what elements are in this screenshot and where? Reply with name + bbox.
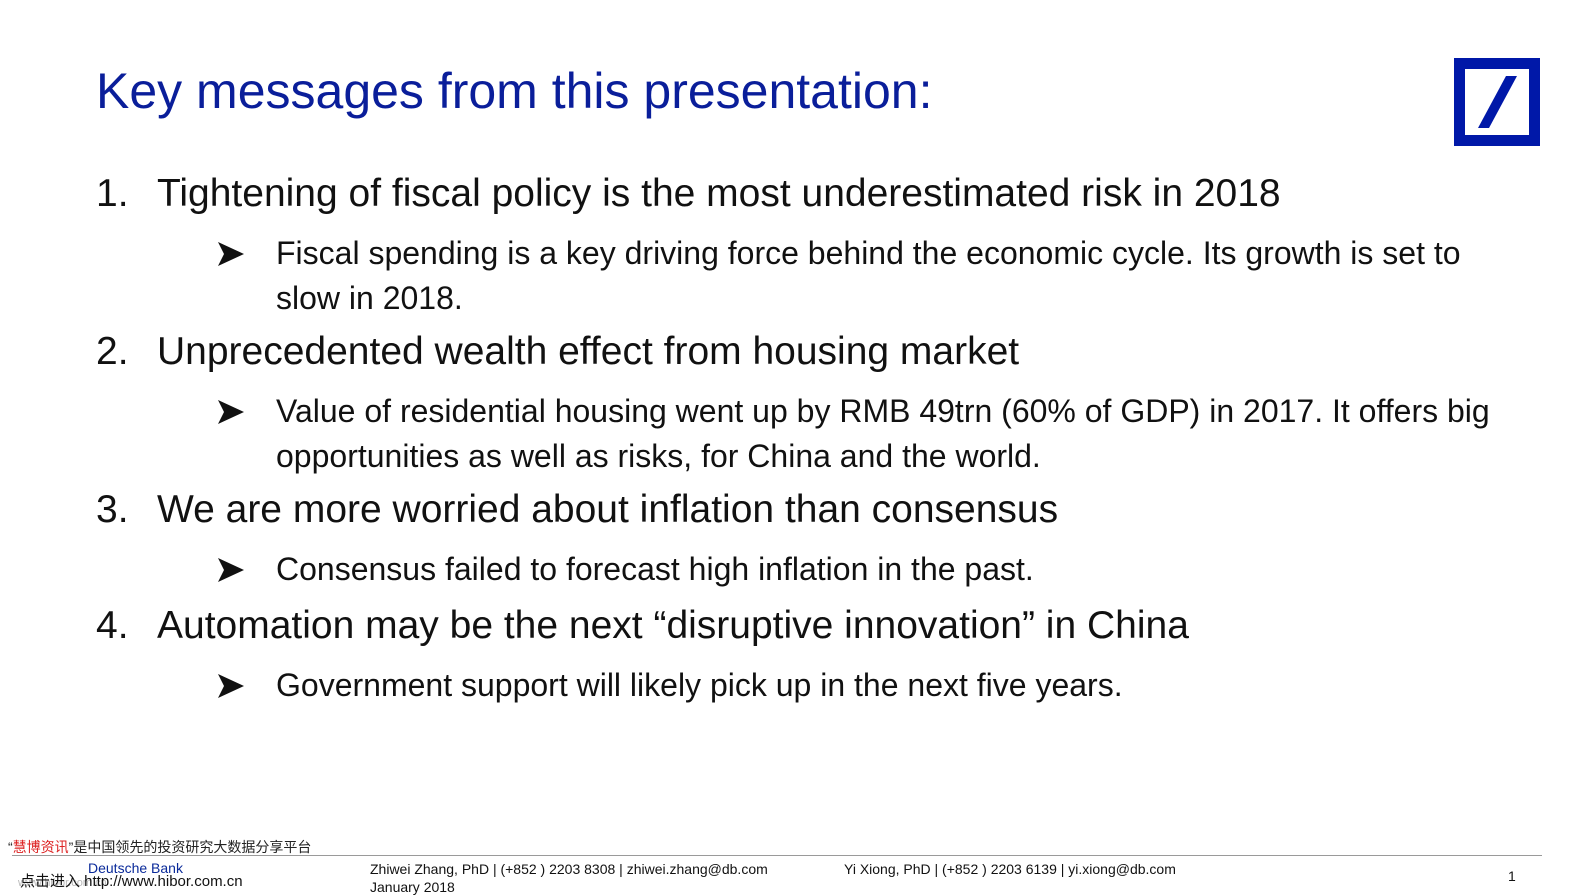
sub-point-text: Value of residential housing went up by … (276, 393, 1490, 474)
watermark-rest: ”是中国领先的投资研究大数据分享平台 (68, 839, 312, 855)
watermark-tagline: “慧博资讯”是中国领先的投资研究大数据分享平台 (8, 838, 311, 856)
watermark-quote-open: “ (8, 839, 13, 855)
key-point-number: 4. (96, 604, 129, 647)
key-point-number: 2. (96, 330, 129, 373)
bank-name: Deutsche Bank (88, 860, 183, 876)
watermark-brand: 慧博资讯 (12, 839, 69, 855)
arrowhead-bullet-icon (216, 663, 248, 708)
report-date: January 2018 (370, 879, 455, 895)
sub-point-text: Fiscal spending is a key driving force b… (276, 235, 1461, 316)
key-point-text: We are more worried about inflation than… (157, 488, 1059, 531)
author-2-contact: Yi Xiong, PhD | (+852 ) 2203 6139 | yi.x… (844, 861, 1176, 877)
arrowhead-bullet-icon (216, 231, 248, 276)
key-point-text: Unprecedented wealth effect from housing… (157, 330, 1020, 373)
watermark-link[interactable]: 点击进入 http://www.hibor.com.cn (20, 873, 243, 890)
sub-point-text: Government support will likely pick up i… (276, 667, 1123, 703)
arrowhead-bullet-icon (216, 389, 248, 434)
sub-point-text: Consensus failed to forecast high inflat… (276, 551, 1034, 587)
key-point-text: Automation may be the next “disruptive i… (157, 604, 1189, 647)
watermark-small-url: www.hibor.com.cn (18, 877, 107, 889)
key-point-text: Tightening of fiscal policy is the most … (157, 172, 1281, 215)
page-number: 1 (1508, 868, 1516, 884)
deutsche-bank-logo (1454, 58, 1540, 146)
key-point-number: 1. (96, 172, 129, 215)
slide-title: Key messages from this presentation: (96, 63, 933, 119)
arrowhead-bullet-icon (216, 547, 248, 592)
logo-slash-icon (1478, 76, 1517, 128)
key-point-number: 3. (96, 488, 129, 531)
author-1-contact: Zhiwei Zhang, PhD | (+852 ) 2203 8308 | … (370, 861, 768, 877)
footer-divider (12, 855, 1542, 856)
